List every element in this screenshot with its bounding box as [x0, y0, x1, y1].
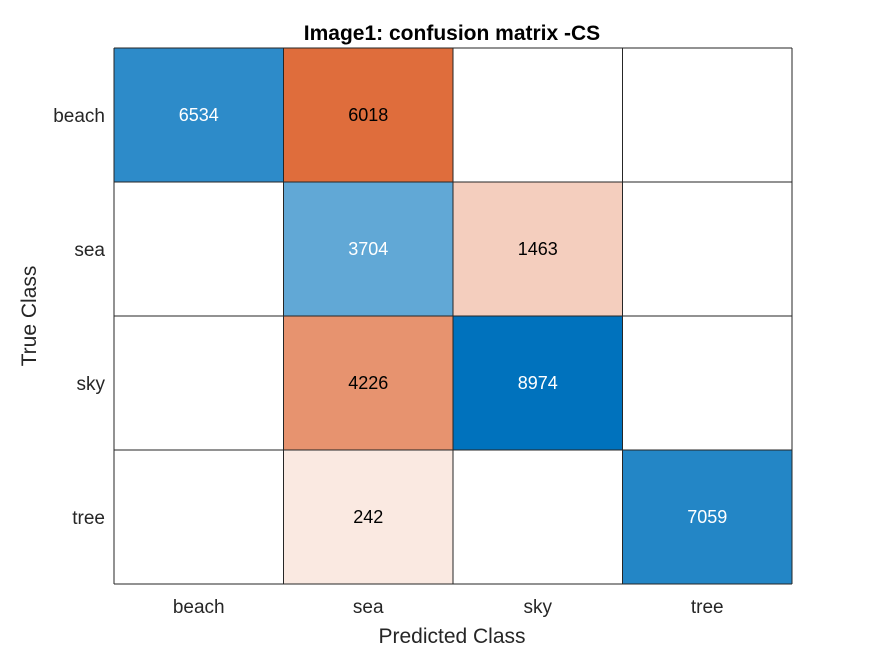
matrix-cell-beach-tree [622, 48, 792, 182]
y-axis-label: True Class [18, 266, 41, 367]
matrix-cell-sky-sea [283, 316, 453, 450]
y-tick-label-tree: tree [72, 508, 105, 529]
x-tick-label-sea: sea [353, 597, 384, 618]
matrix-cell-tree-tree [622, 450, 792, 584]
y-tick-label-sea: sea [74, 240, 105, 261]
chart-title: Image1: confusion matrix -CS [304, 22, 600, 45]
ticks-layer: beach sea sky tree beach sea sky tree [53, 106, 723, 618]
cell-value-tree-tree: 7059 [687, 507, 727, 527]
cell-value-sea-sea: 3704 [348, 239, 388, 259]
x-axis-label: Predicted Class [378, 625, 525, 648]
matrix-cell-sea-tree [622, 182, 792, 316]
matrix-cell-tree-sea [283, 450, 453, 584]
matrix-cell-sky-sky [453, 316, 623, 450]
matrix-cell-beach-sea [283, 48, 453, 182]
matrix-cell-tree-beach [114, 450, 284, 584]
cell-value-beach-sea: 6018 [348, 105, 388, 125]
cell-value-sky-sea: 4226 [348, 373, 388, 393]
matrix-cell-beach-beach [114, 48, 284, 182]
x-tick-label-tree: tree [691, 597, 724, 618]
cell-value-sea-sky: 1463 [518, 239, 558, 259]
matrix-cell-tree-sky [453, 450, 623, 584]
matrix-cell-sea-sea [283, 182, 453, 316]
cell-value-tree-sea: 242 [353, 507, 383, 527]
matrix-cell-sea-beach [114, 182, 284, 316]
cells-layer: 6534 6018 3704 1463 4226 8974 242 7059 [114, 48, 792, 584]
matrix-cell-beach-sky [453, 48, 623, 182]
y-tick-label-sky: sky [77, 374, 106, 395]
grid-layer [113, 47, 793, 585]
matrix-cell-sky-beach [114, 316, 284, 450]
y-tick-label-beach: beach [53, 106, 105, 127]
matrix-cell-sky-tree [622, 316, 792, 450]
x-tick-label-beach: beach [173, 597, 225, 618]
cell-value-sky-sky: 8974 [518, 373, 558, 393]
matrix-cell-sea-sky [453, 182, 623, 316]
x-tick-label-sky: sky [524, 597, 553, 618]
cell-value-beach-beach: 6534 [179, 105, 219, 125]
